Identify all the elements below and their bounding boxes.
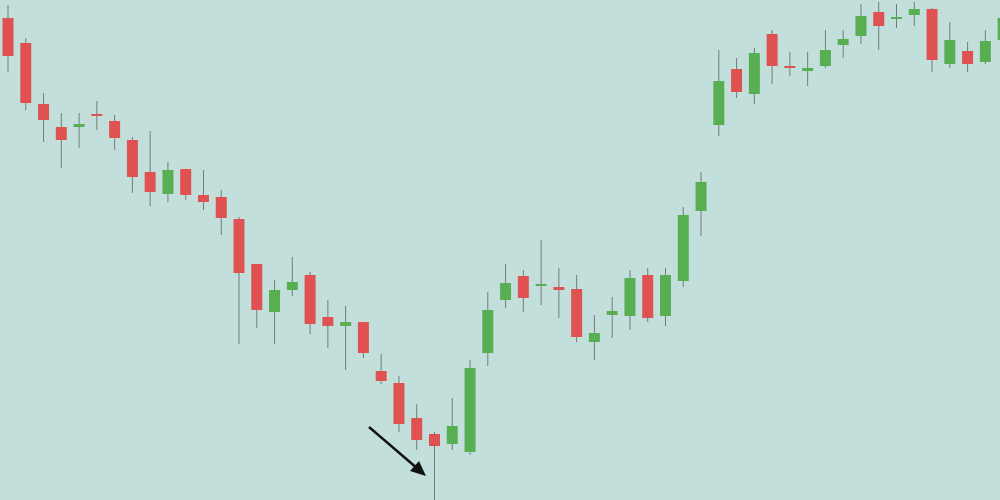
- arrow-head: [410, 461, 426, 476]
- arrow: [368, 426, 426, 476]
- candle-body: [55, 127, 67, 140]
- candle-body: [162, 170, 174, 194]
- candle-body: [588, 333, 600, 342]
- candle-body: [340, 322, 352, 326]
- candle-body: [766, 34, 778, 66]
- candle-body: [837, 39, 849, 45]
- candle-body: [873, 12, 885, 26]
- candle-body: [500, 283, 512, 300]
- candle-body: [624, 278, 636, 316]
- arrow-shaft: [368, 426, 419, 470]
- candle-body: [571, 289, 583, 337]
- candle-body: [233, 219, 245, 273]
- candle-body: [304, 275, 316, 324]
- candle-body: [962, 51, 974, 64]
- candle-body: [20, 43, 32, 103]
- candle-body: [784, 66, 796, 68]
- candle-body: [38, 104, 50, 120]
- candle-body: [926, 9, 938, 60]
- candle-body: [482, 310, 494, 353]
- candle-body: [855, 16, 867, 36]
- candle-body: [908, 9, 920, 15]
- candle-body: [553, 287, 565, 290]
- candle-body: [126, 140, 138, 177]
- candle-body: [109, 121, 121, 138]
- candle-body: [411, 418, 423, 440]
- candle-body: [517, 276, 529, 298]
- candle-body: [428, 434, 440, 446]
- candle-body: [713, 81, 725, 125]
- candle-body: [251, 264, 263, 310]
- candle-body: [748, 53, 760, 94]
- candle-body: [91, 114, 103, 116]
- candle-body: [73, 124, 85, 127]
- candle-body: [464, 368, 476, 452]
- candle-body: [979, 41, 991, 62]
- candle-body: [446, 426, 458, 444]
- candle-body: [2, 18, 14, 56]
- candle-body: [819, 50, 831, 66]
- candle-body: [606, 311, 618, 315]
- candle-body: [535, 284, 547, 286]
- candle-body: [695, 182, 707, 211]
- candle-body: [891, 17, 902, 19]
- candle-body: [944, 40, 956, 64]
- candle-body: [375, 371, 387, 381]
- candle-body: [322, 317, 334, 326]
- candle-body: [197, 195, 209, 202]
- candle-body: [393, 383, 405, 424]
- candle-body: [215, 197, 227, 218]
- candle-body: [731, 69, 743, 92]
- candle-body: [357, 322, 369, 353]
- candle-body: [997, 18, 1000, 40]
- candle-body: [180, 169, 192, 195]
- candle-body: [677, 215, 689, 281]
- candle-body: [659, 275, 671, 316]
- candle-body: [802, 68, 814, 71]
- candle-body: [286, 282, 298, 290]
- candle-body: [642, 275, 654, 318]
- candle-body: [269, 290, 281, 312]
- candle-body: [144, 172, 156, 192]
